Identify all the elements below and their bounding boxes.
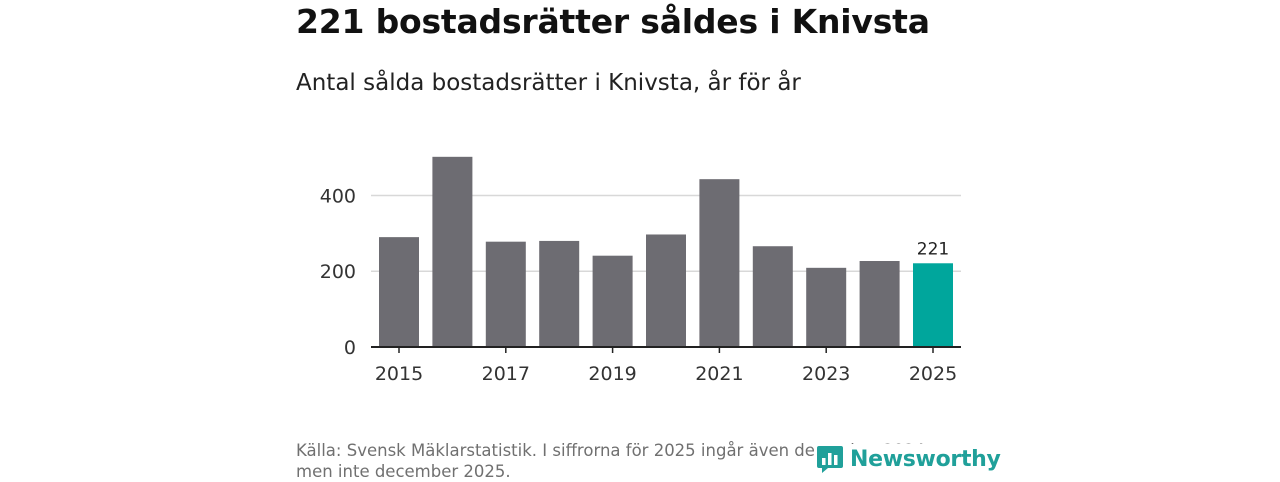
bar-2025 [913,263,953,347]
y-tick-label: 400 [320,185,356,207]
y-tick-label: 200 [320,261,356,283]
newsworthy-logo-icon [817,446,843,473]
bar-2022 [752,246,793,347]
bar-2015 [379,237,419,347]
bars [379,156,953,347]
bar-2019 [592,255,633,347]
x-tick-label: 2017 [482,363,530,385]
bar-2016 [432,156,473,347]
axes [371,346,961,353]
data-label: 221 [917,239,949,259]
chart-subtitle: Antal sålda bostadsrätter i Knivsta, år … [296,70,801,96]
x-tick-label: 2021 [695,363,743,385]
x-tick-label: 2025 [909,363,957,385]
x-tick-label: 2015 [375,363,423,385]
bar-2018 [539,240,580,347]
labels: 0 200 400 221 2015 2017 2019 2021 2023 2025 [320,185,957,385]
chart-container: 221 bostadsrätter såldes i Knivsta Antal… [296,0,1001,481]
newsworthy-logo[interactable]: Newsworthy [814,444,1001,474]
page-title: 221 bostadsrätter såldes i Knivsta [296,2,930,41]
x-tick-label: 2019 [588,363,636,385]
bar-2017 [485,241,526,347]
bar-chart: 0 200 400 221 2015 2017 2019 2021 2023 2025 [320,156,961,385]
bar-2021 [699,179,740,347]
bar-2020 [646,234,686,347]
y-tick-label: 0 [344,337,356,359]
x-tick-label: 2023 [802,363,850,385]
source-note: Källa: Svensk Mäklarstatistik. I siffror… [296,441,931,481]
bar-2023 [806,267,847,347]
newsworthy-logo-text: Newsworthy [850,446,1001,472]
bar-2024 [859,261,900,347]
